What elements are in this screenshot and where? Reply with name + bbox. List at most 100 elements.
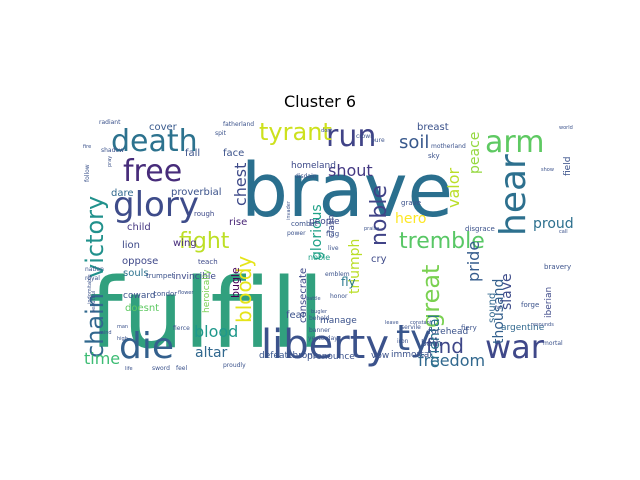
word-dont: dont — [321, 128, 332, 134]
word-bugler: bugler — [311, 309, 328, 315]
word-call: call — [559, 229, 568, 235]
word-soil: soil — [399, 132, 429, 153]
word-oppose: oppose — [122, 256, 158, 267]
word-bugle: bugle — [229, 267, 242, 298]
word-vow: vow — [371, 351, 389, 361]
word-hero: hero — [395, 211, 427, 227]
word-grave: grave — [401, 199, 421, 207]
word-child: child — [127, 222, 151, 233]
word-find: find — [426, 334, 464, 358]
word-fatherland: fatherland — [223, 121, 254, 128]
word-banner: banner — [309, 327, 331, 334]
word-man: man — [117, 324, 128, 330]
word-rise: rise — [229, 217, 247, 228]
word-motherland: motherland — [431, 143, 466, 150]
word-argentine: argentine — [501, 323, 545, 333]
word-clash: clash — [327, 215, 337, 238]
word-homeland: homeland — [291, 161, 336, 171]
word-pray: pray — [107, 156, 113, 167]
word-teach: teach — [198, 258, 218, 266]
word-pure: pure — [371, 137, 385, 144]
word-chain: chain — [81, 293, 109, 358]
word-tyrant: tyrant — [259, 118, 332, 146]
word-trumpet: trumpet — [146, 272, 175, 280]
word-iron: iron — [397, 338, 409, 345]
word-follow: follow — [84, 164, 91, 182]
word-triumph: triumph — [347, 239, 363, 294]
word-face: face — [223, 148, 244, 159]
word-victory: victory — [81, 196, 109, 278]
word-souls: souls — [123, 268, 149, 279]
word-world: world — [559, 125, 573, 131]
word-bloody: bloody — [232, 256, 256, 323]
word-liberty: liberty — [261, 322, 389, 368]
word-forehead: forehead — [428, 327, 468, 337]
word-proud: proud — [533, 216, 574, 232]
word-fulfill: fulfill — [89, 258, 324, 370]
word-power: power — [287, 230, 306, 237]
word-fight: fight — [179, 229, 230, 254]
word-flag: flag — [326, 230, 339, 238]
word-battle: battle — [306, 296, 321, 302]
word-mortal: mortal — [543, 340, 563, 347]
word-manage: manage — [320, 316, 357, 326]
word-cover: cover — [149, 122, 178, 133]
word-bravery: bravery — [544, 263, 571, 271]
word-arm: arm — [485, 125, 544, 160]
word-breast: breast — [417, 122, 449, 133]
word-ty: ty — [396, 318, 431, 359]
word-noble: noble — [367, 185, 392, 246]
word-run: run — [326, 119, 376, 154]
word-pronounce: pronounce — [307, 352, 355, 362]
word-constant: constant — [410, 320, 432, 326]
word-fall: fall — [495, 305, 503, 311]
word-proudly: proudly — [223, 362, 246, 369]
word-dare: dare — [111, 188, 134, 199]
word-feel: feel — [176, 365, 187, 372]
word-chest: chest — [231, 163, 250, 206]
word-immortal: immortal — [391, 350, 432, 360]
word-disgrace: disgrace — [465, 225, 495, 233]
word-mind: mind — [99, 330, 112, 336]
word-consecrate: consecrate — [298, 268, 309, 323]
word-spit: spit — [215, 130, 227, 137]
word-peace: peace — [467, 132, 483, 174]
word-shout: shout — [328, 161, 373, 180]
word-altar: altar — [195, 345, 228, 361]
word-shadow: shadow — [101, 147, 124, 154]
word-fear: fear — [286, 310, 307, 321]
word-live: live — [328, 245, 339, 252]
word-great: great — [417, 265, 445, 328]
word-thousand: thousand — [491, 279, 507, 344]
word-crown: crown — [356, 133, 374, 140]
word-glorious: glorious — [309, 204, 325, 260]
word-heroically: heroically — [202, 269, 212, 313]
word-leave: leave — [385, 320, 399, 326]
word-resounds: resounds — [531, 322, 554, 328]
word-hear: hear — [493, 154, 534, 236]
word-fire: fire — [83, 144, 91, 150]
word-fiery: fiery — [461, 324, 477, 332]
word-iberian: iberian — [544, 287, 554, 318]
chart-title: Cluster 6 — [283, 92, 357, 111]
word-beautiful: beautiful — [91, 291, 97, 313]
word-combat: combat — [291, 220, 318, 228]
word-tremble: tremble — [399, 229, 485, 254]
word-high: high — [117, 336, 128, 342]
word-wing: wing — [173, 238, 197, 249]
word-throne: throne — [289, 351, 319, 361]
word-disdain: disdain — [295, 173, 317, 180]
word-rough: rough — [194, 210, 214, 218]
word-fall: fall — [185, 148, 200, 159]
word-coward: coward — [123, 291, 156, 301]
word-noble: noble — [308, 253, 330, 262]
word-defeat: defeat — [259, 351, 288, 361]
word-oriental: oriental — [427, 314, 443, 368]
word-valor: valor — [444, 167, 463, 208]
word-forge: forge — [521, 301, 539, 309]
word-field: field — [563, 157, 573, 176]
word-cry: cry — [371, 254, 387, 265]
word-people: people — [309, 217, 340, 227]
word-fierce: fierce — [173, 325, 190, 332]
